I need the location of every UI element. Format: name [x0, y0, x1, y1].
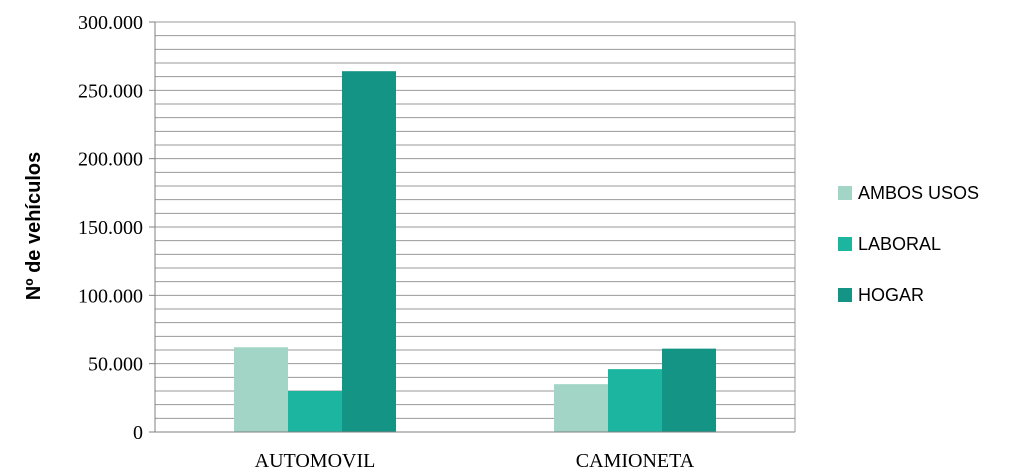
- legend-swatch: [838, 288, 852, 302]
- legend-label: HOGAR: [858, 285, 924, 305]
- x-category-label: CAMIONETA: [576, 450, 695, 472]
- bar-laboral-automovil: [288, 391, 342, 432]
- y-tick-label: 300.000: [78, 12, 143, 34]
- legend-swatch: [838, 237, 852, 251]
- bar-hogar-camioneta: [662, 348, 716, 432]
- legend-label: LABORAL: [858, 234, 941, 254]
- bar-ambos-usos-automovil: [234, 347, 288, 432]
- axes: [149, 21, 796, 433]
- y-tick-labels: 0 50.000 100.000 150.000 200.000 250.000 300.0…: [78, 12, 143, 444]
- y-tick-label: 250.000: [78, 80, 143, 102]
- x-category-label: AUTOMOVIL: [255, 450, 376, 472]
- legend: AMBOS USOS LABORAL HOGAR: [838, 183, 979, 305]
- bar-hogar-automovil: [342, 71, 396, 432]
- x-category-labels: AUTOMOVIL CAMIONETA: [255, 450, 695, 472]
- y-tick-label: 0: [133, 422, 143, 444]
- y-tick-label: 200.000: [78, 149, 143, 171]
- legend-swatch: [838, 186, 852, 200]
- bar-laboral-camioneta: [608, 369, 662, 432]
- legend-label: AMBOS USOS: [858, 183, 979, 203]
- y-tick-label: 100.000: [78, 285, 143, 307]
- y-axis-label: Nº de vehículos: [23, 152, 45, 300]
- y-tick-label: 150.000: [78, 217, 143, 239]
- bars: [234, 71, 716, 432]
- bar-ambos-usos-camioneta: [554, 384, 608, 432]
- y-tick-label: 50.000: [88, 354, 143, 376]
